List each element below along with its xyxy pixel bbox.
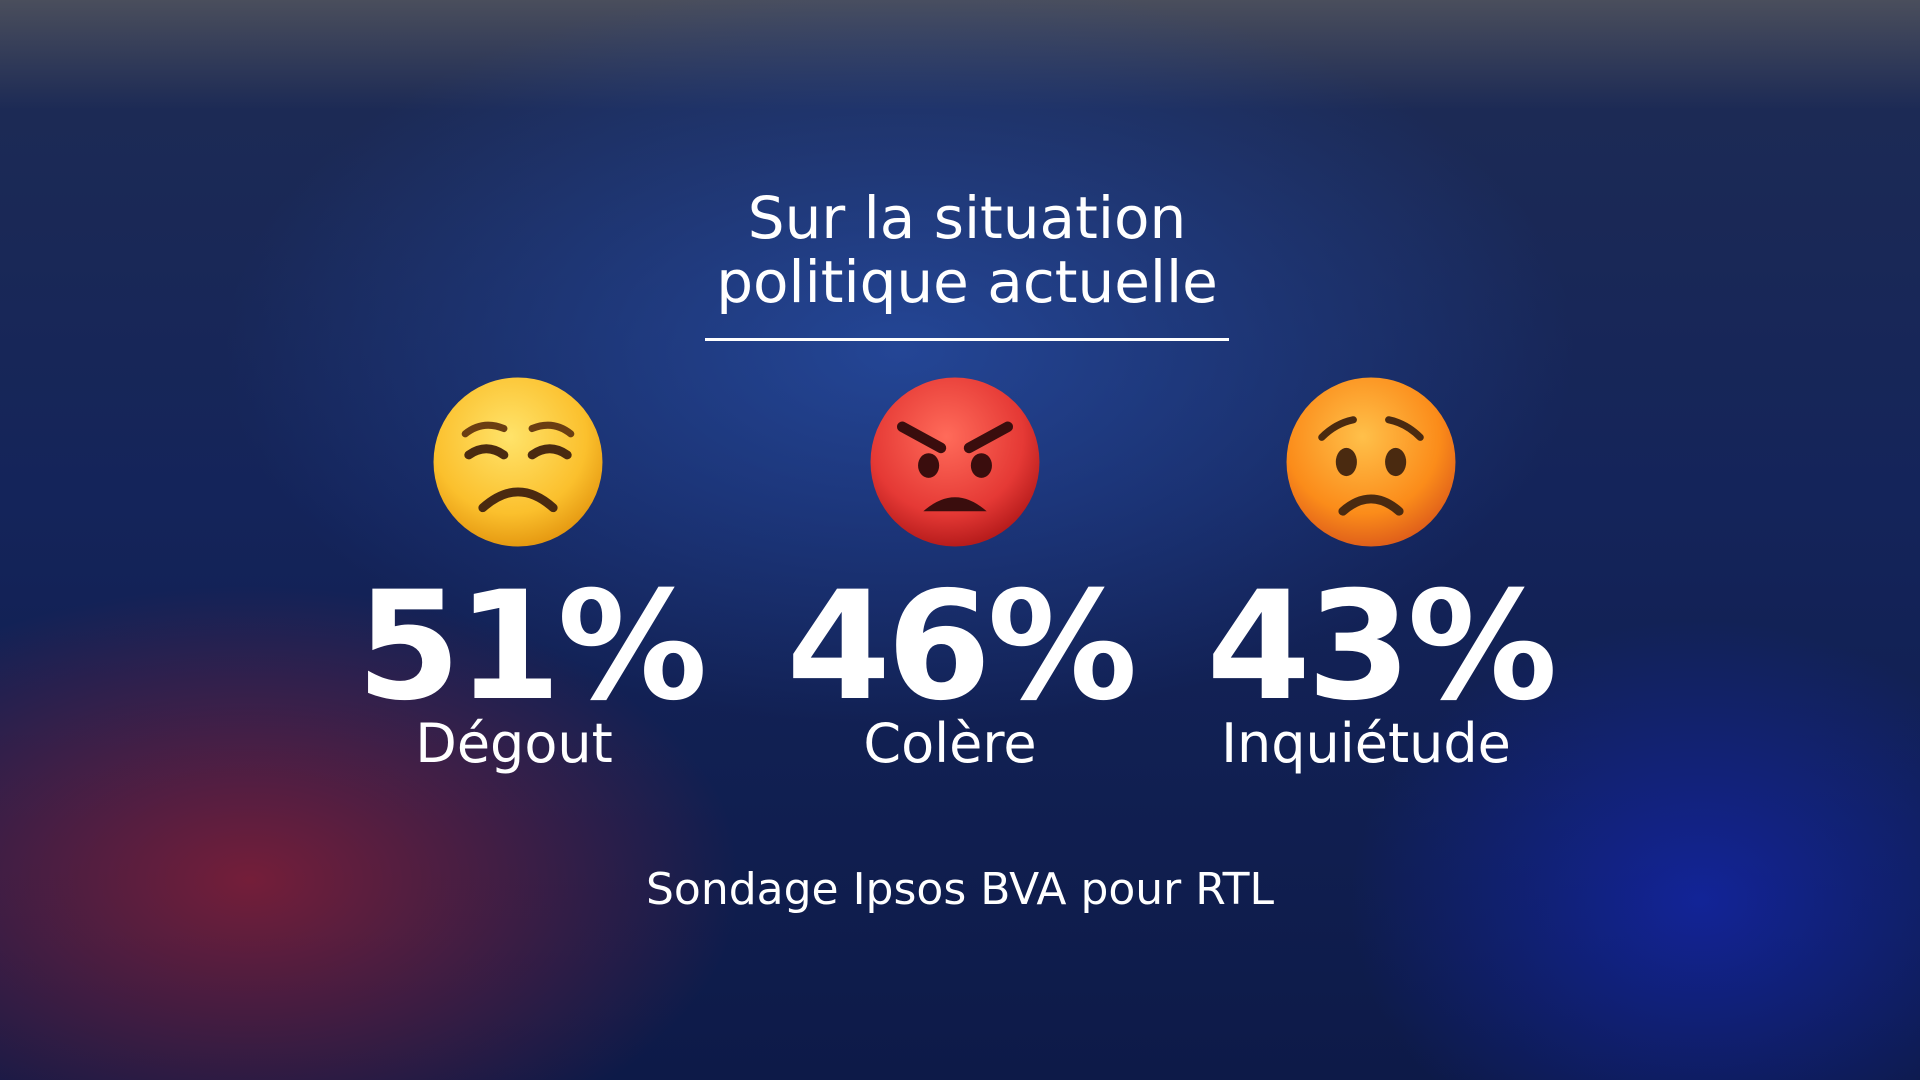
emoji-anger xyxy=(870,377,1040,547)
percentage: 43% xyxy=(1206,560,1557,734)
emoji-worry xyxy=(1286,377,1456,547)
title: Sur la situation politique actuelle xyxy=(716,186,1218,314)
emotion-label: Inquiétude xyxy=(1221,712,1511,775)
source: Sondage Ipsos BVA pour RTL xyxy=(645,864,1275,915)
emotion-label: Dégout xyxy=(415,712,613,775)
emoji-disgust xyxy=(433,377,603,547)
divider xyxy=(705,338,1229,341)
percentage: 51% xyxy=(356,560,707,734)
title-line: Sur la situation xyxy=(747,184,1187,252)
title-line: politique actuelle xyxy=(716,248,1218,316)
percentage: 46% xyxy=(786,560,1137,734)
emotion-label: Colère xyxy=(863,712,1037,775)
